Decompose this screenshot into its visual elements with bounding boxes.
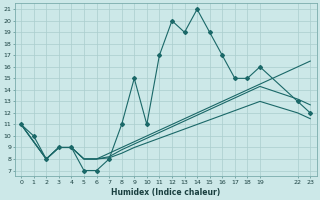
X-axis label: Humidex (Indice chaleur): Humidex (Indice chaleur) [111, 188, 220, 197]
